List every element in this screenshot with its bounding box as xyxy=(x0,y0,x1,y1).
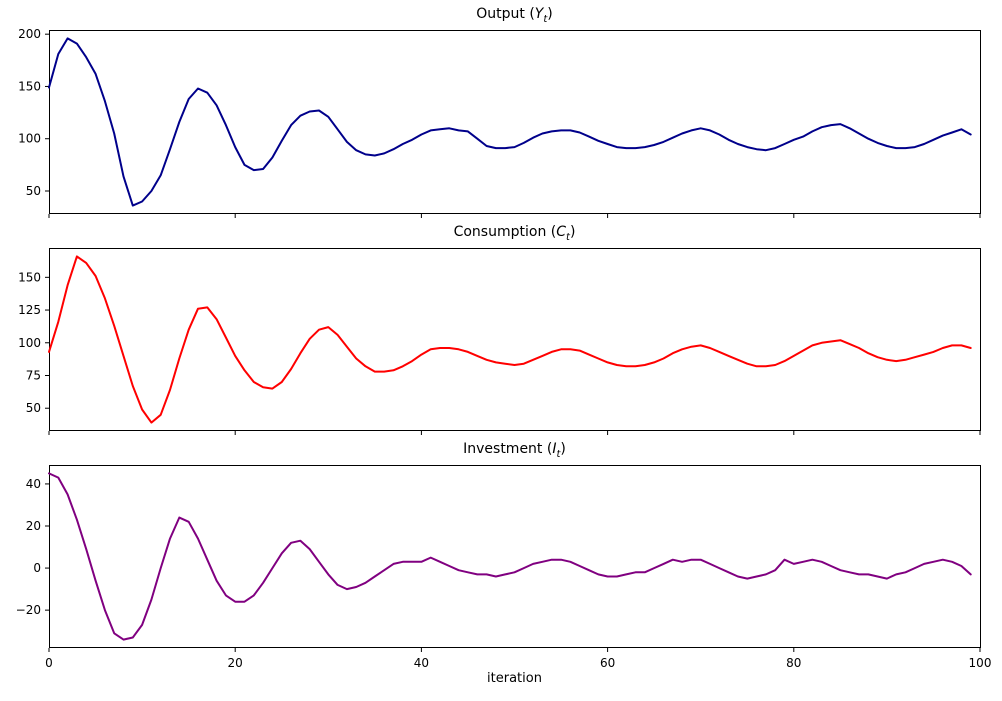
x-tick-label: 20 xyxy=(228,656,243,670)
x-tick-label: 0 xyxy=(45,656,53,670)
y-tick-label: 50 xyxy=(26,401,41,415)
y-tick-label: 125 xyxy=(18,303,41,317)
y-tick-label: 75 xyxy=(26,368,41,382)
x-axis-label: iteration xyxy=(487,671,542,686)
y-tick-label: 100 xyxy=(18,132,41,146)
axes-box xyxy=(49,30,981,214)
axes-box xyxy=(49,465,981,648)
x-tick-label: 100 xyxy=(969,656,992,670)
output-title: Output (Yt) xyxy=(476,6,553,25)
investment-chart: −20 0 20 40 0 20 40 60 80 100 xyxy=(16,465,992,670)
series-line xyxy=(48,37,972,207)
x-tick-label: 40 xyxy=(414,656,429,670)
series-line xyxy=(48,255,972,424)
y-tick-label: 0 xyxy=(33,561,41,575)
investment-title: Investment (It) xyxy=(463,441,566,460)
y-tick-label: 150 xyxy=(18,270,41,284)
output-chart: 50 100 150 200 xyxy=(18,27,981,218)
consumption-title: Consumption (Ct) xyxy=(453,224,576,243)
y-tick-label: 200 xyxy=(18,27,41,41)
y-tick-label: 50 xyxy=(26,184,41,198)
y-tick-label: 20 xyxy=(26,519,41,533)
y-tick-label: 100 xyxy=(18,336,41,350)
y-tick-label: 40 xyxy=(26,477,41,491)
consumption-chart: 50 75 100 125 150 xyxy=(18,248,981,435)
y-tick-label: −20 xyxy=(16,603,41,617)
y-tick-label: 150 xyxy=(18,79,41,93)
x-tick-label: 60 xyxy=(600,656,615,670)
axes-box xyxy=(49,248,981,431)
x-tick-label: 80 xyxy=(786,656,801,670)
series-line xyxy=(48,472,972,641)
